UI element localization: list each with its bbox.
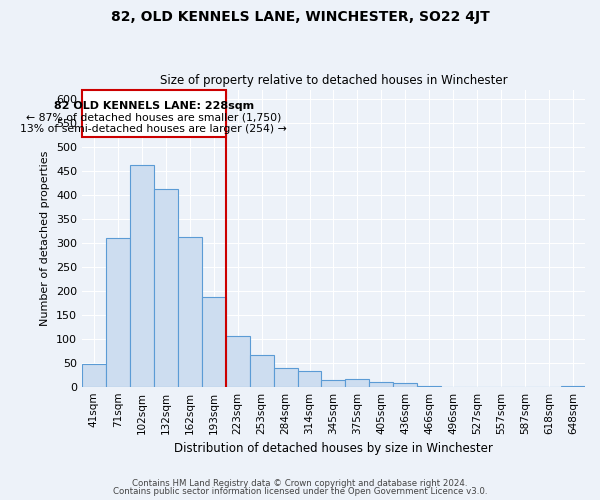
Bar [202, 296, 226, 386]
Title: Size of property relative to detached houses in Winchester: Size of property relative to detached ho… [160, 74, 507, 87]
Bar [154, 189, 178, 386]
Bar [394, 383, 418, 386]
Bar [274, 368, 298, 386]
Text: ← 87% of detached houses are smaller (1,750): ← 87% of detached houses are smaller (1,… [26, 112, 281, 122]
Y-axis label: Number of detached properties: Number of detached properties [40, 150, 50, 326]
Bar [130, 165, 154, 386]
Text: 82 OLD KENNELS LANE: 228sqm: 82 OLD KENNELS LANE: 228sqm [54, 101, 254, 111]
Bar [226, 336, 250, 386]
Bar [82, 364, 106, 386]
Text: 13% of semi-detached houses are larger (254) →: 13% of semi-detached houses are larger (… [20, 124, 287, 134]
Bar [106, 238, 130, 386]
Bar [322, 380, 346, 386]
FancyBboxPatch shape [82, 90, 226, 138]
Bar [370, 382, 394, 386]
Bar [346, 380, 370, 386]
Bar [298, 372, 322, 386]
Text: 82, OLD KENNELS LANE, WINCHESTER, SO22 4JT: 82, OLD KENNELS LANE, WINCHESTER, SO22 4… [110, 10, 490, 24]
Text: Contains HM Land Registry data © Crown copyright and database right 2024.: Contains HM Land Registry data © Crown c… [132, 479, 468, 488]
X-axis label: Distribution of detached houses by size in Winchester: Distribution of detached houses by size … [174, 442, 493, 455]
Bar [178, 236, 202, 386]
Text: Contains public sector information licensed under the Open Government Licence v3: Contains public sector information licen… [113, 487, 487, 496]
Bar [250, 354, 274, 386]
